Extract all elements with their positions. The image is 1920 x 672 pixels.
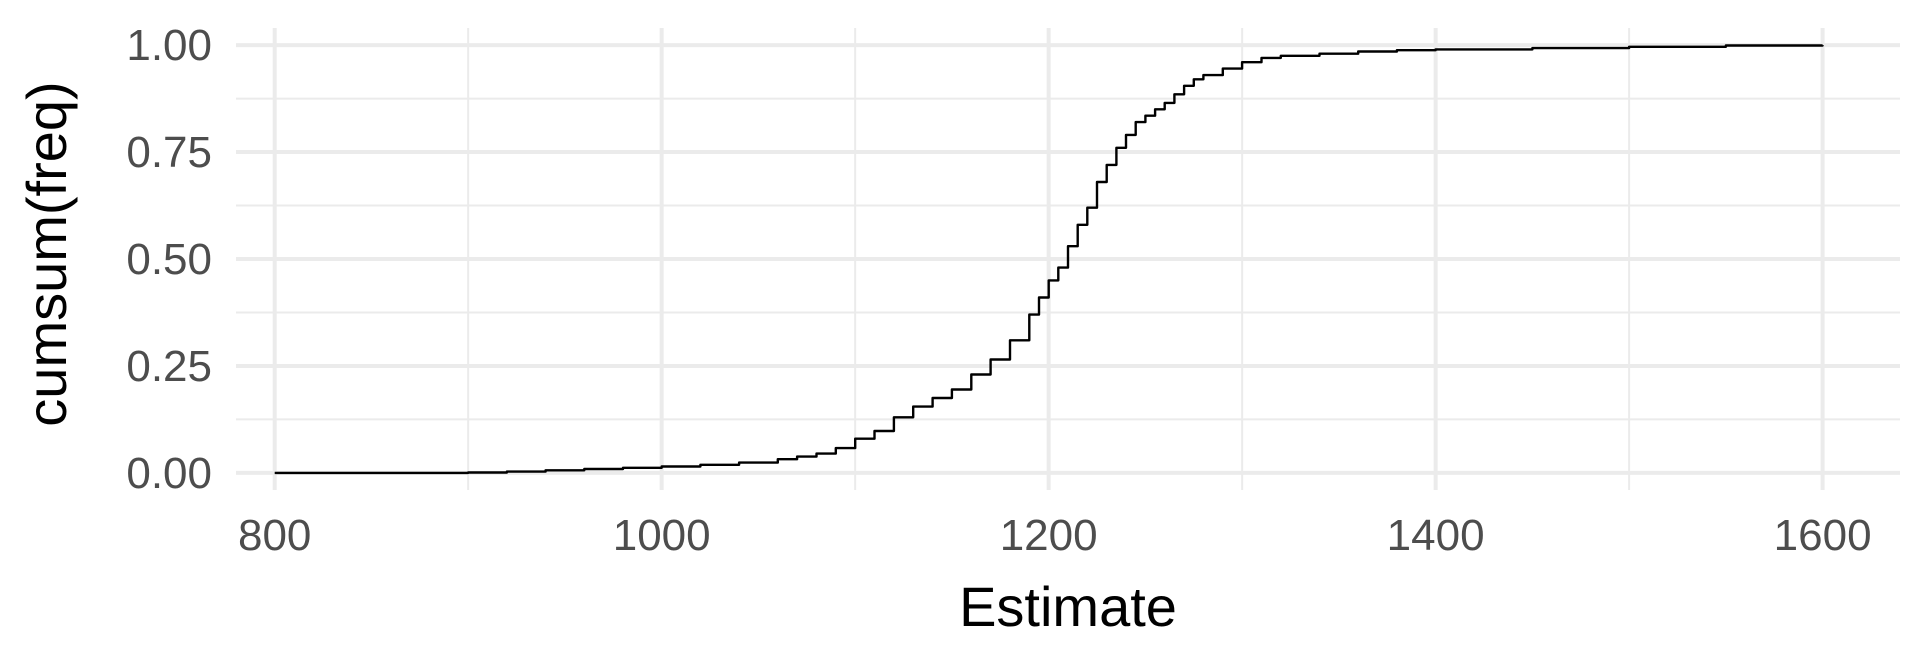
x-tick-label: 1000 bbox=[613, 511, 711, 560]
y-tick-label: 0.50 bbox=[126, 235, 212, 284]
cdf-series-line bbox=[274, 44, 1824, 475]
x-tick-label: 1200 bbox=[1000, 511, 1098, 560]
y-tick-label: 1.00 bbox=[126, 21, 212, 70]
x-axis-ticks: 800 1000 1200 1400 1600 bbox=[238, 511, 1872, 560]
x-tick-label: 1400 bbox=[1387, 511, 1485, 560]
x-tick-label: 1600 bbox=[1774, 511, 1872, 560]
x-tick-label: 800 bbox=[238, 511, 311, 560]
y-tick-label: 0.00 bbox=[126, 449, 212, 498]
y-axis-title: cumsum(freq) bbox=[15, 81, 78, 426]
plot-area bbox=[274, 44, 1824, 475]
y-tick-label: 0.75 bbox=[126, 128, 212, 177]
y-axis-ticks: 0.00 0.25 0.50 0.75 1.00 bbox=[126, 21, 212, 498]
grid-lines bbox=[236, 28, 1900, 490]
x-axis-title: Estimate bbox=[959, 575, 1177, 638]
y-tick-label: 0.25 bbox=[126, 342, 212, 391]
